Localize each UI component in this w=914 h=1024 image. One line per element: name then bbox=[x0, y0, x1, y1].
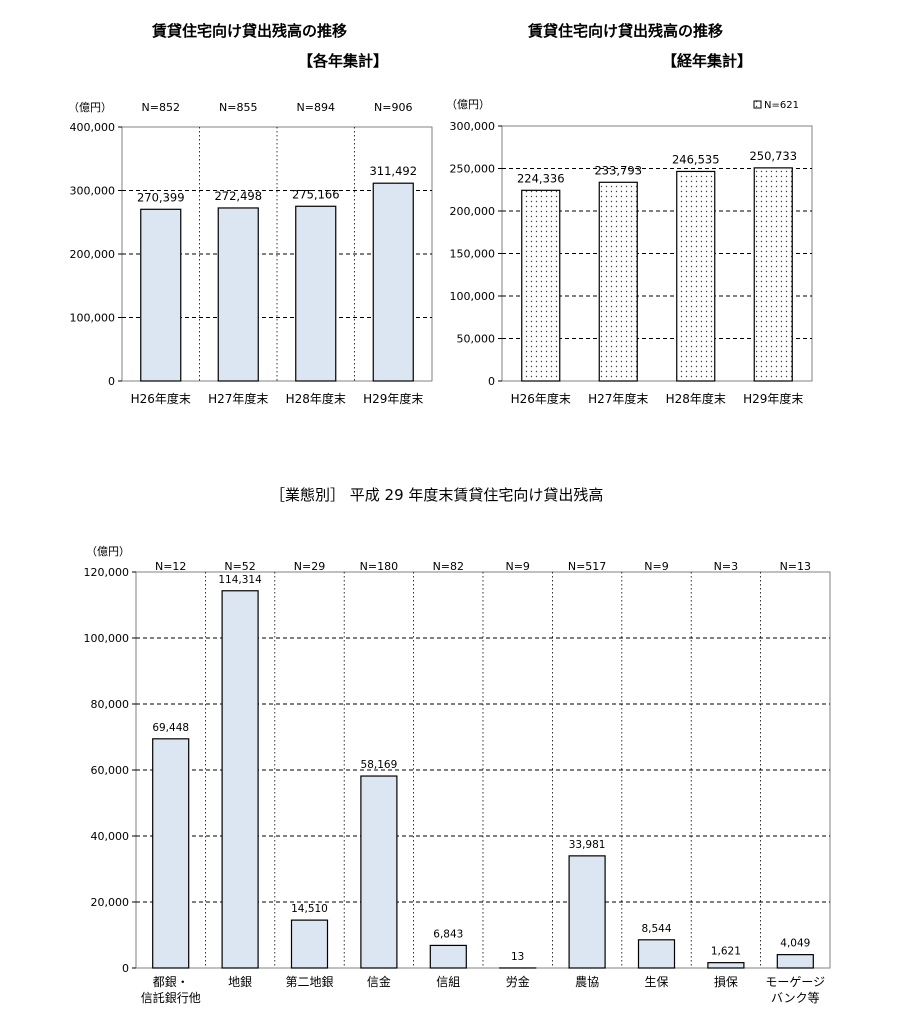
chart2-ytick-label: 100,000 bbox=[450, 290, 496, 303]
chart2-ytick-label: 200,000 bbox=[450, 205, 496, 218]
chart2-data-label: 233,793 bbox=[594, 163, 642, 177]
chart2-ytick-label: 300,000 bbox=[450, 120, 496, 133]
chart3-category-label: モーゲージ bbox=[765, 975, 825, 989]
chart3-n-label: N=29 bbox=[294, 560, 325, 573]
chart1-data-label: 270,399 bbox=[137, 190, 185, 204]
chart3-ytick-label: 0 bbox=[122, 962, 129, 975]
chart3-n-label: N=52 bbox=[224, 560, 255, 573]
chart3-n-label: N=12 bbox=[155, 560, 186, 573]
chart3-category-label: 都銀・ bbox=[153, 975, 189, 989]
chart3-n-label: N=517 bbox=[568, 560, 606, 573]
chart3-bar bbox=[429, 944, 467, 969]
chart2-bar bbox=[753, 167, 793, 382]
chart2-data-label: 250,733 bbox=[749, 149, 797, 163]
chart3-n-label: N=180 bbox=[360, 560, 398, 573]
chart3-ytick-label: 100,000 bbox=[84, 632, 130, 645]
chart2-legend-swatch bbox=[753, 100, 762, 109]
chart3-category-label: 農協 bbox=[575, 974, 599, 989]
chart2-data-label: 224,336 bbox=[517, 171, 565, 185]
chart3-data-label: 69,448 bbox=[152, 722, 189, 734]
chart3-ylabel: （億円） bbox=[86, 545, 130, 558]
chart3-n-label: N=9 bbox=[644, 560, 668, 573]
chart1-subtitle: 【各年集計】 bbox=[298, 52, 389, 70]
chart1-ytick-label: 100,000 bbox=[70, 312, 116, 325]
chart2-ytick-label: 0 bbox=[488, 375, 495, 388]
chart3-data-label: 14,510 bbox=[291, 903, 328, 915]
chart3-bar bbox=[568, 855, 606, 969]
chart3-bar bbox=[221, 590, 259, 969]
chart3-n-label: N=9 bbox=[505, 560, 529, 573]
chart1-data-label: 311,492 bbox=[369, 164, 417, 178]
chart3-n-label: N=13 bbox=[780, 560, 811, 573]
chart1-ytick-label: 0 bbox=[108, 375, 115, 388]
chart2-ytick-label: 250,000 bbox=[450, 163, 496, 176]
chart3-category-label: 労金 bbox=[506, 974, 530, 989]
chart1-category-label: H28年度末 bbox=[286, 391, 346, 406]
chart1-n-label: N=906 bbox=[374, 101, 412, 114]
chart2-bar bbox=[676, 170, 716, 382]
chart1-category-label: H26年度末 bbox=[131, 391, 191, 406]
chart2-legend-label: N=621 bbox=[764, 100, 799, 111]
chart1-bar bbox=[140, 208, 182, 382]
chart1-bar bbox=[372, 182, 414, 382]
chart1-ytick-label: 200,000 bbox=[70, 248, 116, 261]
chart3-title: ［業態別］ 平成 29 年度末賃貸住宅向け貸出残高 bbox=[270, 486, 604, 504]
chart1-n-label: N=852 bbox=[142, 101, 180, 114]
chart3-bar bbox=[637, 939, 676, 969]
chart2-subtitle: 【経年集計】 bbox=[662, 52, 753, 70]
chart3-category-label: 第二地銀 bbox=[285, 975, 333, 989]
chart1-n-label: N=855 bbox=[219, 101, 257, 114]
chart1-bar bbox=[295, 205, 337, 382]
chart2-category-label: H28年度末 bbox=[666, 391, 726, 406]
chart1-ytick-label: 400,000 bbox=[70, 121, 116, 134]
chart3-data-label: 4,049 bbox=[780, 938, 810, 950]
chart3-ytick-label: 120,000 bbox=[84, 566, 130, 579]
chart2-ytick-label: 50,000 bbox=[457, 333, 496, 346]
chart3-category-label: 信組 bbox=[436, 975, 460, 989]
chart3-bar bbox=[290, 919, 329, 969]
chart1-n-label: N=894 bbox=[297, 101, 335, 114]
chart1-ytick-label: 300,000 bbox=[70, 185, 116, 198]
chart3-data-label: 58,169 bbox=[361, 759, 398, 771]
chart3-ytick-label: 60,000 bbox=[91, 764, 130, 777]
chart1-category-label: H29年度末 bbox=[363, 391, 423, 406]
chart1-data-label: 275,166 bbox=[292, 187, 340, 201]
chart3-bar bbox=[152, 738, 190, 969]
chart3-data-label: 1,621 bbox=[711, 946, 741, 958]
chart3-data-label: 33,981 bbox=[569, 839, 606, 851]
chart3-category-label: 生保 bbox=[644, 975, 668, 989]
chart2-bar bbox=[598, 181, 638, 382]
chart3-category-label: 地銀 bbox=[228, 975, 252, 989]
chart3-data-label: 6,843 bbox=[433, 928, 463, 940]
chart3-n-label: N=82 bbox=[433, 560, 464, 573]
chart3-category-label: バンク等 bbox=[771, 991, 820, 1005]
chart2-ylabel: （億円） bbox=[446, 98, 490, 111]
chart3-category-label: 信託銀行他 bbox=[141, 990, 201, 1005]
chart3-n-label: N=3 bbox=[714, 560, 738, 573]
chart3-category-label: 信金 bbox=[367, 974, 391, 989]
chart2-title: 賃貸住宅向け貸出残高の推移 bbox=[528, 22, 724, 40]
chart2-data-label: 246,535 bbox=[672, 152, 720, 166]
chart3-data-label: 13 bbox=[511, 951, 524, 963]
chart3-data-label: 114,314 bbox=[218, 574, 262, 586]
chart3-data-label: 8,544 bbox=[641, 923, 671, 935]
chart1-bar bbox=[217, 207, 259, 382]
chart1-ylabel: （億円） bbox=[68, 101, 112, 114]
chart1-category-label: H27年度末 bbox=[208, 391, 268, 406]
chart3-ytick-label: 20,000 bbox=[91, 896, 130, 909]
chart2-category-label: H27年度末 bbox=[588, 391, 648, 406]
chart3-bar bbox=[360, 775, 398, 969]
chart3-bar bbox=[776, 954, 814, 969]
chart2-ytick-label: 150,000 bbox=[450, 248, 496, 261]
chart2-category-label: H26年度末 bbox=[511, 391, 571, 406]
chart3-ytick-label: 40,000 bbox=[91, 830, 130, 843]
chart2-bar bbox=[521, 189, 561, 382]
chart3-category-label: 損保 bbox=[714, 974, 738, 989]
chart2-category-label: H29年度末 bbox=[743, 391, 803, 406]
chart1-data-label: 272,498 bbox=[214, 189, 262, 203]
chart3-bar bbox=[707, 962, 745, 969]
chart3-ytick-label: 80,000 bbox=[91, 698, 130, 711]
chart1-title: 賃貸住宅向け貸出残高の推移 bbox=[152, 22, 348, 40]
